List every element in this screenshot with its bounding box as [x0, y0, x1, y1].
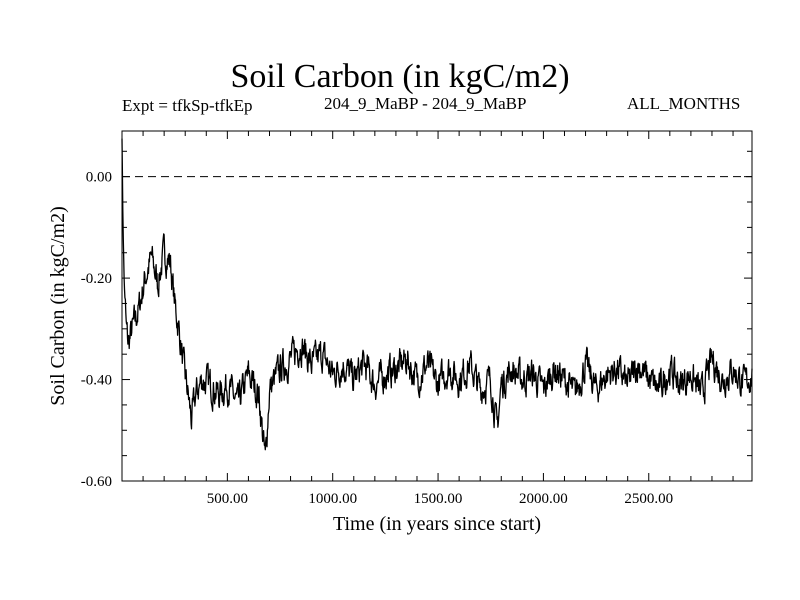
x-tick-label: 2000.00 — [519, 491, 568, 507]
y-tick-label: 0.00 — [86, 170, 112, 186]
y-axis-label: Soil Carbon (in kgC/m2) — [47, 206, 69, 405]
x-axis-label: Time (in years since start) — [333, 513, 541, 535]
x-tick-label: 2500.00 — [624, 491, 673, 507]
x-tick-label: 1500.00 — [414, 491, 463, 507]
x-tick-label: 1000.00 — [308, 491, 357, 507]
plot-frame — [122, 131, 752, 481]
y-tick-label: -0.40 — [81, 373, 112, 389]
x-tick-label: 500.00 — [207, 491, 248, 507]
chart-plot: 500.00 1000.00 1500.00 2000.00 2500.00 0.00 -0… — [0, 0, 800, 600]
y-tick-label: -0.20 — [81, 271, 112, 287]
y-tick-label: -0.60 — [81, 474, 112, 490]
soil-carbon-series-line — [122, 139, 752, 450]
